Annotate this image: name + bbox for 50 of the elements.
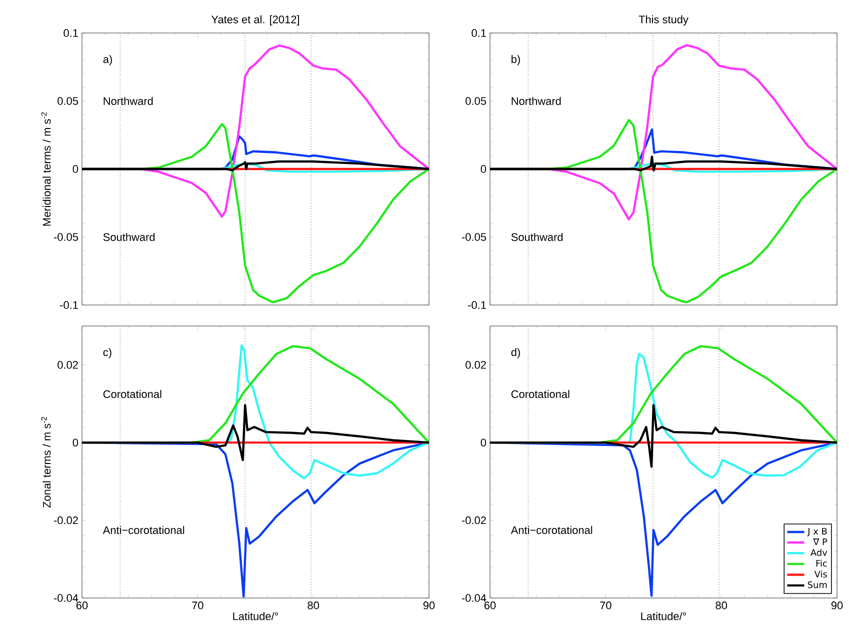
legend-label: Fic	[816, 560, 827, 567]
y-tick-label: -0.1	[468, 301, 486, 309]
legend-label: Adv	[810, 548, 828, 556]
chart-title: This study	[638, 15, 688, 26]
x-tick-label: 70	[600, 602, 612, 610]
y-tick-label: -0.1	[60, 301, 78, 309]
y-tick-label: 0	[72, 438, 78, 446]
annotation: Northward	[512, 96, 561, 106]
y-tick-label: 0.02	[58, 360, 78, 369]
annotation: a)	[103, 55, 112, 66]
y-tick-label: 0	[480, 438, 486, 446]
y-tick-label: 0.02	[466, 360, 486, 369]
y-tick-label: -0.05	[54, 233, 78, 241]
x-tick-label: 60	[484, 602, 496, 610]
y-axis-title: Zonal terms / m s$^{-2}$	[41, 416, 51, 508]
x-axis-title: Latitude/°	[641, 612, 686, 620]
legend-label: ∇ P	[813, 538, 828, 546]
y-tick-label: -0.02	[462, 516, 486, 524]
annotation: Northward	[104, 96, 153, 106]
y-tick-label: 0.1	[64, 29, 78, 37]
y-tick-label: -0.02	[54, 516, 78, 524]
annotation: Corotational	[103, 390, 162, 398]
y-tick-label: 0	[72, 165, 78, 173]
y-tick-label: 0.1	[472, 29, 486, 37]
legend-label: Sum	[808, 581, 827, 588]
annotation: Anti−corotational	[102, 526, 184, 534]
legend-label: J x B	[807, 528, 827, 536]
y-tick-label: 0.05	[58, 97, 78, 105]
x-tick-label: 90	[831, 602, 843, 610]
legend-label: Vis	[814, 570, 827, 578]
annotation: d)	[511, 348, 520, 358]
x-tick-label: 80	[716, 602, 727, 610]
annotation: c)	[103, 348, 112, 358]
annotation: Southward	[511, 232, 563, 242]
x-tick-label: 60	[76, 602, 88, 610]
annotation: b)	[512, 55, 520, 66]
chart-title: Yates et al. [2012]	[211, 15, 299, 26]
annotation: Southward	[103, 232, 155, 242]
x-tick-label: 90	[423, 602, 435, 610]
y-tick-label: 0	[480, 165, 486, 173]
annotation: Anti−corotational	[510, 526, 592, 534]
y-tick-label: -0.04	[462, 594, 486, 602]
x-axis-title: Latitude/°	[233, 612, 278, 620]
y-tick-label: 0.05	[466, 97, 486, 105]
y-tick-label: -0.04	[54, 594, 78, 602]
annotation: Corotational	[511, 390, 570, 398]
x-tick-label: 70	[192, 602, 204, 610]
y-axis-title: Meridional terms / m s$^{-2}$	[41, 112, 51, 226]
x-tick-label: 80	[308, 602, 319, 610]
y-tick-label: -0.05	[462, 233, 486, 241]
